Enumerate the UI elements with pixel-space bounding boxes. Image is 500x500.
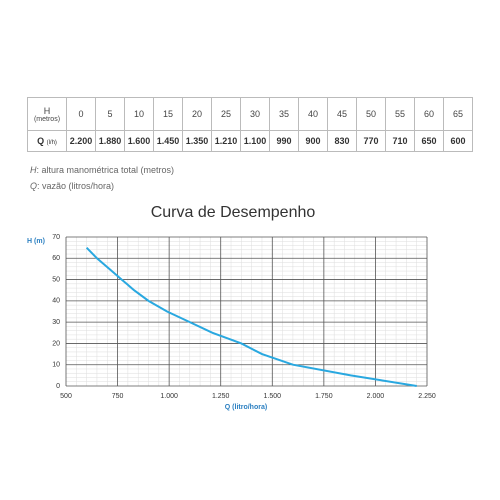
x-axis-title: Q (litro/hora) — [225, 404, 267, 411]
table-cell: 1.450 — [153, 130, 183, 152]
table-cell: 770 — [356, 130, 386, 152]
chart: Curva de Desempenho H (m) Q (litro/hora)… — [27, 204, 436, 411]
note: H: altura manométrica total (metros) — [30, 165, 174, 175]
table-cell: 1.880 — [95, 130, 125, 152]
table-cell: 65 — [443, 97, 473, 131]
header-unit: (metros) — [33, 115, 61, 123]
table-cell: 35 — [269, 97, 299, 131]
table-cell: 0 — [66, 97, 96, 131]
x-tick-label: 1.250 — [212, 393, 230, 400]
x-tick-label: 750 — [112, 393, 124, 400]
note-text: : vazão (litros/hora) — [37, 181, 115, 191]
table-row: H (metros) 0 5 10 15 20 25 30 35 40 45 50 55 60 65 — [27, 97, 473, 131]
curve — [85, 246, 417, 387]
x-tick-label: 2.000 — [367, 393, 385, 400]
note-text: : altura manométrica total (metros) — [36, 165, 175, 175]
table-cell: 600 — [443, 130, 473, 152]
x-tick-label: 500 — [60, 393, 72, 400]
y-tick-label: 40 — [52, 298, 60, 305]
table-cell: 10 — [124, 97, 154, 131]
y-tick-label: 60 — [52, 255, 60, 262]
table-cell: 2.200 — [66, 130, 96, 152]
note-term: H — [30, 165, 37, 175]
y-tick-label: 50 — [52, 276, 60, 283]
note-term: Q — [30, 181, 38, 191]
table-cell: 30 — [240, 97, 270, 131]
table-cell: 650 — [414, 130, 444, 152]
x-tick-label: 1.750 — [315, 393, 333, 400]
table-cell: 55 — [385, 97, 415, 131]
table-cell: 990 — [269, 130, 299, 152]
table-cell: 830 — [327, 130, 357, 152]
table-cell: 900 — [298, 130, 328, 152]
table-cell: 1.600 — [124, 130, 154, 152]
row-header: Q (l/h) — [27, 130, 67, 152]
y-tick-label: 30 — [52, 319, 60, 326]
y-axis-title: H (m) — [27, 238, 45, 245]
note: Q: vazão (litros/hora) — [30, 181, 114, 191]
table-row: Q (l/h) 2.200 1.880 1.600 1.450 1.350 1.210 1.… — [27, 130, 473, 152]
table-cell: 40 — [298, 97, 328, 131]
table-cell: 1.350 — [182, 130, 212, 152]
header-label: H — [43, 105, 51, 116]
x-tick-label: 1.000 — [160, 393, 178, 400]
x-tick-label: 2.250 — [418, 393, 436, 400]
table-cell: 710 — [385, 130, 415, 152]
table-cell: 15 — [153, 97, 183, 131]
header-unit: (l/h) — [46, 140, 57, 146]
table-cell: 20 — [182, 97, 212, 131]
header-label: Q — [37, 136, 45, 146]
chart-title: Curva de Desempenho — [151, 204, 316, 221]
table-cell: 1.210 — [211, 130, 241, 152]
y-tick-label: 10 — [52, 362, 60, 369]
spec-table: H (metros) 0 5 10 15 20 25 30 35 40 45 50 55 60 65 Q (… — [27, 97, 473, 152]
table-cell: 45 — [327, 97, 357, 131]
table-cell: 50 — [356, 97, 386, 131]
table-cell: 60 — [414, 97, 444, 131]
y-tick-label: 70 — [52, 234, 60, 241]
row-header: H (metros) — [27, 97, 67, 131]
y-tick-label: 20 — [52, 340, 60, 347]
table-cell: 5 — [95, 97, 125, 131]
table-cell: 25 — [211, 97, 241, 131]
table-cell: 1.100 — [240, 130, 270, 152]
x-tick-label: 1.500 — [264, 393, 282, 400]
y-tick-label: 0 — [56, 383, 60, 390]
